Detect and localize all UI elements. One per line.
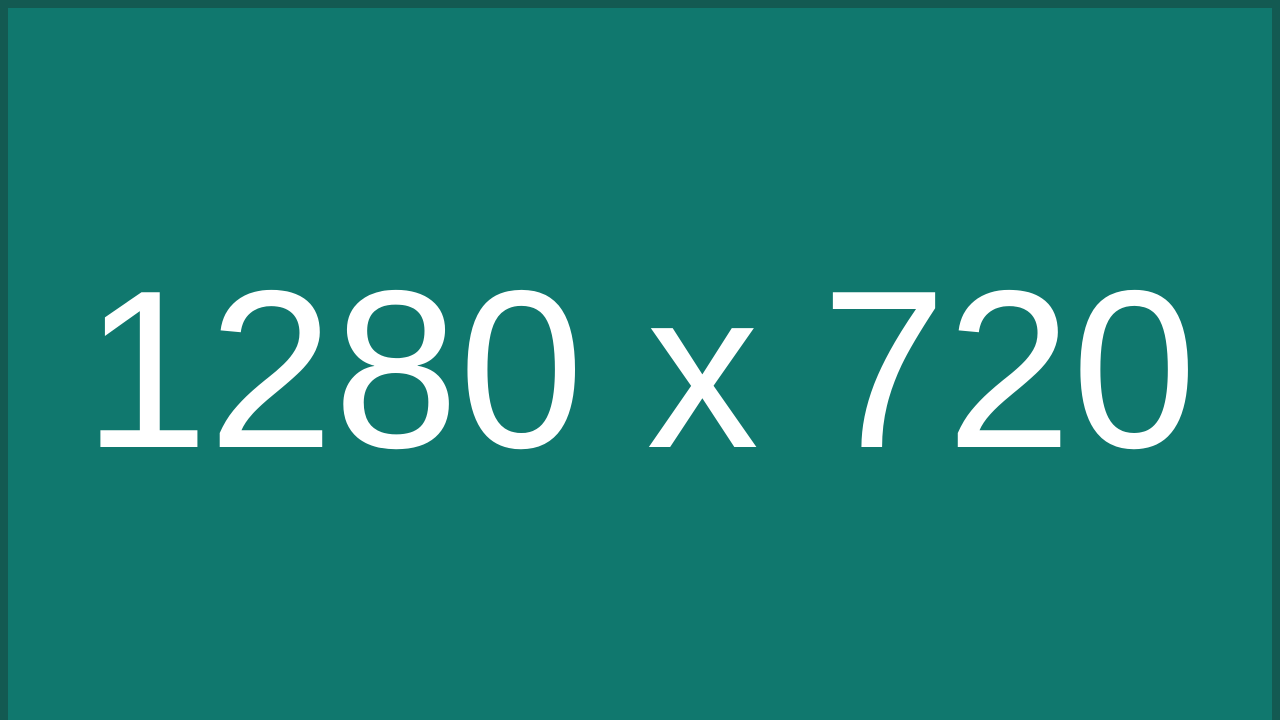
- dimension-label: 1280 x 720: [83, 242, 1197, 495]
